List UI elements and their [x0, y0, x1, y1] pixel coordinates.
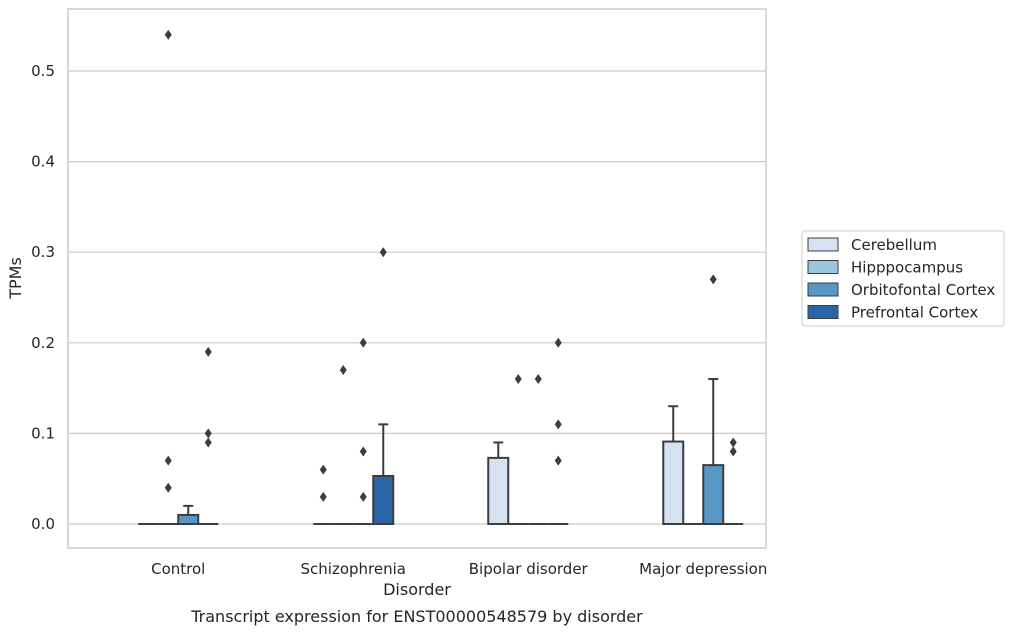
- outlier-point: [339, 364, 347, 375]
- outlier-point: [379, 247, 387, 258]
- outlier-point: [204, 437, 212, 448]
- legend-label: Orbitofontal Cortex: [851, 281, 995, 299]
- outlier-point: [534, 374, 542, 385]
- y-tick-label: 0.2: [31, 334, 55, 352]
- y-tick-label: 0.4: [31, 153, 55, 171]
- outlier-point: [319, 491, 327, 502]
- gridlines: [68, 70, 766, 525]
- y-tick-labels: 0.0 0.1 0.2 0.3 0.4 0.5: [31, 62, 55, 533]
- outlier-point: [514, 374, 522, 385]
- box: [487, 456, 510, 525]
- outlier-point: [554, 337, 562, 348]
- outlier-markers: [164, 29, 737, 502]
- legend-label: Prefrontal Cortex: [851, 304, 978, 322]
- outlier-point: [204, 346, 212, 357]
- y-tick-label: 0.0: [31, 515, 55, 533]
- legend-swatch: [807, 305, 839, 319]
- y-tick-label: 0.3: [31, 243, 55, 261]
- legend-label: Hipppocampus: [851, 259, 963, 277]
- box-series: [138, 378, 744, 526]
- outlier-point: [164, 482, 172, 493]
- outlier-point: [709, 274, 717, 285]
- x-tick-label: Control: [151, 560, 205, 578]
- legend-swatch: [807, 282, 839, 297]
- x-tick-label: Bipolar disorder: [469, 560, 589, 578]
- x-tick-label: Schizophrenia: [301, 560, 406, 578]
- plot-area: [67, 8, 767, 549]
- x-axis-label: Disorder: [383, 580, 451, 599]
- outlier-point: [164, 29, 172, 40]
- outlier-point: [359, 337, 367, 348]
- outlier-point: [554, 419, 562, 430]
- box: [177, 513, 200, 526]
- y-tick-label: 0.5: [31, 62, 55, 80]
- outlier-point: [319, 464, 327, 475]
- box: [372, 474, 395, 525]
- legend-frame: [801, 230, 1005, 327]
- legend-swatch: [807, 260, 839, 274]
- outlier-point: [164, 455, 172, 466]
- outlier-point: [204, 428, 212, 439]
- legend-swatch: [807, 237, 839, 252]
- legend-label: Cerebellum: [851, 236, 937, 254]
- outlier-point: [729, 446, 737, 457]
- x-tick-labels: Control Schizophrenia Bipolar disorder Majo…: [151, 560, 767, 578]
- outlier-point: [729, 437, 737, 448]
- chart-caption: Transcript expression for ENST0000054857…: [190, 607, 643, 626]
- legend: Cerebellum Hipppocampus Orbitofontal Corte…: [801, 230, 1005, 327]
- outlier-point: [554, 455, 562, 466]
- y-tick-label: 0.1: [31, 424, 55, 442]
- box: [662, 440, 685, 525]
- box: [702, 464, 725, 525]
- outlier-point: [359, 491, 367, 502]
- x-tick-label: Major depression: [639, 560, 767, 578]
- y-axis-label: TPMs: [6, 257, 25, 300]
- outlier-point: [359, 446, 367, 457]
